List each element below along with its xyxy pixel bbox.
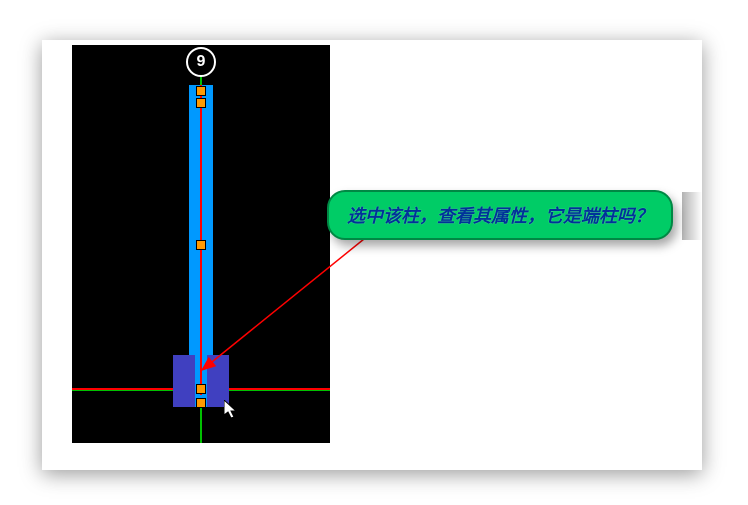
grid-marker: 9 <box>186 47 216 77</box>
column-left-flange <box>173 355 195 407</box>
callout-shadow <box>682 192 702 240</box>
callout-text: 选中该柱，查看其属性，它是端柱吗？ <box>347 206 653 226</box>
selection-handle[interactable] <box>196 98 206 108</box>
selection-handle[interactable] <box>196 86 206 96</box>
screenshot-frame: 9 选中该柱，查看其属性，它是端柱吗？ <box>42 40 702 470</box>
annotation-callout: 选中该柱，查看其属性，它是端柱吗？ <box>327 190 673 240</box>
selection-handle[interactable] <box>196 384 206 394</box>
cad-viewport[interactable]: 9 <box>72 45 330 443</box>
grid-bubble: 9 <box>186 47 216 77</box>
selection-handle[interactable] <box>196 240 206 250</box>
column-right-flange <box>207 355 229 407</box>
selection-handle[interactable] <box>196 398 206 408</box>
grid-label: 9 <box>197 53 206 71</box>
